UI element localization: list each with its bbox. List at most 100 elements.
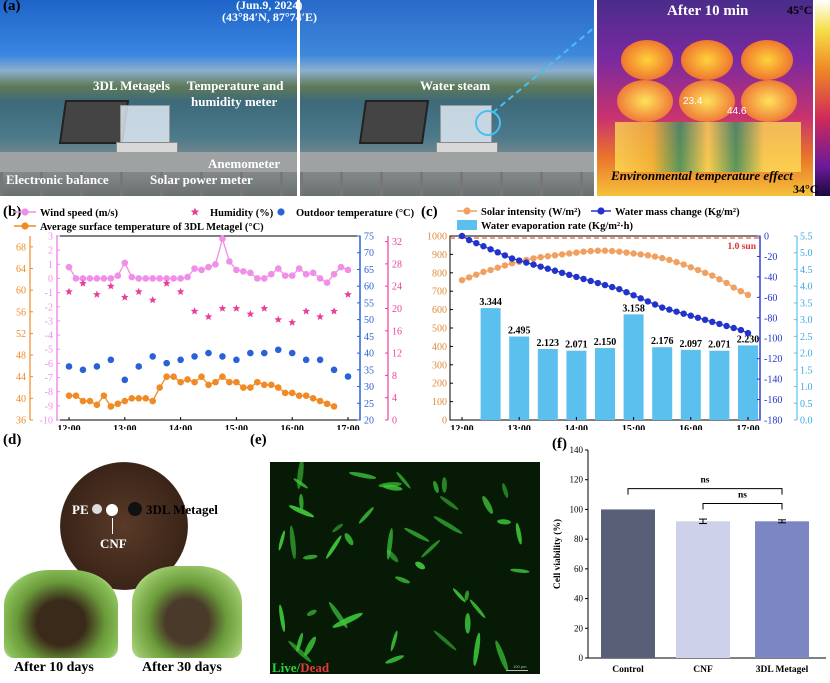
- live-cell: [515, 522, 522, 545]
- tick-label-mass: -180: [764, 416, 782, 427]
- point-wind: [281, 272, 289, 279]
- point-wind: [121, 259, 129, 267]
- point-wind: [114, 272, 122, 279]
- point-mass: [623, 289, 630, 296]
- tick-label-mass: 0: [764, 232, 769, 243]
- x-tick-label: 15:00: [225, 424, 248, 430]
- point-solar: [651, 253, 659, 260]
- point-wind: [149, 275, 156, 282]
- point-surface: [274, 384, 282, 391]
- tick-label-humidity: 12: [392, 349, 402, 360]
- live-cell: [304, 636, 317, 656]
- evap-bar: [709, 350, 730, 420]
- field-photo-setup: [0, 0, 297, 196]
- legend-text-mass: Water mass change (Kg/m²): [615, 207, 740, 218]
- point-solar: [630, 250, 637, 257]
- point-wind: [330, 270, 338, 278]
- point-mass: [601, 281, 609, 289]
- y-tick-label: 140: [570, 445, 584, 455]
- point-solar: [494, 264, 501, 271]
- point-solar: [537, 253, 544, 261]
- legend-marker-outdoor: [277, 208, 285, 216]
- point-mass: [730, 324, 737, 332]
- label-pe: PE: [72, 502, 89, 517]
- live-cell: [502, 483, 509, 498]
- point-mass: [737, 326, 745, 334]
- plot-frame: [56, 235, 361, 421]
- x-tick-label: 3DL Metagel: [756, 665, 809, 675]
- live-cell: [279, 604, 286, 632]
- point-surface: [149, 397, 156, 405]
- point-outdoor: [219, 353, 226, 360]
- live-cell: [421, 539, 441, 558]
- tick-label-evap: 3.0: [800, 315, 813, 326]
- point-surface: [114, 400, 122, 408]
- point-mass: [473, 239, 480, 247]
- tick-label-surface: 60: [16, 286, 26, 297]
- point-solar: [458, 276, 466, 284]
- point-humidity: [176, 287, 185, 295]
- y-tick-label: 40: [574, 594, 584, 604]
- beaker-3: [741, 40, 793, 80]
- evap-bar: [652, 347, 673, 420]
- panel-a: (a) (Jun.9, 2024) (43°84′N, 87°74′E) 3DL…: [0, 0, 830, 196]
- y-tick-label: 100: [570, 504, 584, 514]
- panel-f: (f) 0 20 40 60 80 100 120 140 Cell viability (%) C…: [548, 432, 830, 678]
- point-surface: [295, 392, 303, 399]
- point-wind: [86, 275, 94, 282]
- point-wind: [79, 275, 87, 282]
- point-solar: [473, 271, 480, 278]
- x-tick-label: 16:00: [679, 424, 702, 430]
- tick-label-solar: 200: [432, 379, 447, 390]
- evap-bar-label: 2.071: [708, 340, 731, 351]
- thermal-caption: Environmental temperature effect: [611, 168, 793, 183]
- point-solar: [580, 248, 587, 255]
- evap-bar-label: 2.150: [594, 337, 617, 348]
- point-outdoor: [261, 349, 268, 357]
- point-surface: [65, 392, 73, 399]
- point-surface: [226, 378, 233, 386]
- live-cell: [433, 516, 463, 534]
- point-outdoor: [149, 353, 156, 360]
- point-mass: [573, 273, 580, 281]
- x-tick-label: 13:00: [508, 424, 531, 430]
- panel-c-label: (c): [421, 204, 438, 220]
- tick-label-outdoor: 45: [364, 332, 374, 343]
- legend-marker-evap: [457, 220, 477, 230]
- point-wind: [309, 269, 317, 277]
- point-solar: [465, 274, 473, 281]
- point-solar: [616, 248, 623, 255]
- point-surface: [93, 401, 101, 409]
- cnf-arrow: [112, 518, 113, 534]
- legend-text-solar: Solar intensity (W/m²): [481, 207, 581, 218]
- panel-e-label: (e): [250, 432, 267, 448]
- legend-text-humidity: Humidity (%): [210, 208, 274, 219]
- point-solar: [530, 255, 537, 262]
- point-solar: [566, 250, 573, 257]
- point-surface: [233, 378, 240, 386]
- thermal-image: [597, 0, 813, 196]
- point-surface: [261, 381, 268, 389]
- point-mass: [701, 316, 709, 324]
- point-wind: [233, 266, 240, 274]
- tick-label-mass: -120: [764, 354, 782, 365]
- beaker-1: [621, 40, 673, 80]
- point-outdoor: [330, 366, 338, 374]
- live-cell: [441, 477, 447, 493]
- point-mass: [694, 314, 702, 321]
- point-outdoor: [93, 363, 101, 370]
- evap-bar: [566, 350, 587, 420]
- tick-label-evap: 3.5: [800, 298, 813, 309]
- tick-label-evap: 0.0: [800, 416, 813, 427]
- tick-label-solar: 700: [432, 287, 447, 298]
- live-cell: [289, 505, 315, 518]
- point-outdoor: [79, 366, 87, 374]
- point-humidity: [344, 290, 352, 298]
- point-wind: [212, 261, 219, 268]
- point-wind: [316, 275, 324, 282]
- point-wind: [191, 265, 198, 272]
- tick-label-mass: -100: [764, 334, 782, 345]
- point-outdoor: [135, 363, 143, 370]
- point-mass: [587, 277, 594, 285]
- tick-label-surface: 64: [16, 264, 26, 275]
